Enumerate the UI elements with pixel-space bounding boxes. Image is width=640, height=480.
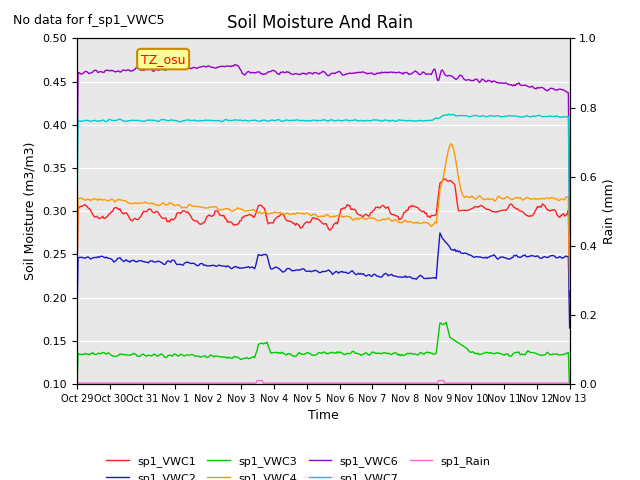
Line: sp1_VWC6: sp1_VWC6 (77, 64, 570, 218)
sp1_VWC7 (429, 117, 436, 123)
sp1_VWC6 (231, 61, 239, 67)
sp1_VWC6 (566, 216, 573, 221)
sp1_VWC2 (234, 265, 241, 271)
sp1_VWC6 (269, 68, 277, 73)
sp1_VWC4 (566, 287, 573, 292)
sp1_VWC1 (383, 205, 390, 211)
sp1_VWC2 (436, 230, 444, 236)
sp1_VWC4 (268, 210, 276, 216)
sp1_VWC2 (73, 326, 81, 332)
sp1_VWC2 (431, 275, 439, 281)
sp1_VWC4 (132, 201, 140, 206)
sp1_VWC6 (384, 69, 392, 75)
Line: sp1_VWC4: sp1_VWC4 (77, 144, 570, 289)
sp1_VWC3 (442, 319, 450, 325)
Line: sp1_Rain: sp1_Rain (77, 381, 570, 383)
sp1_VWC1 (268, 220, 276, 226)
sp1_VWC2 (429, 275, 436, 281)
sp1_VWC4 (429, 222, 436, 228)
X-axis label: Time: Time (308, 409, 339, 422)
Y-axis label: Soil Moisture (m3/m3): Soil Moisture (m3/m3) (24, 142, 36, 280)
sp1_VWC6 (430, 67, 438, 72)
sp1_Rain (73, 380, 81, 386)
sp1_Rain (234, 380, 241, 386)
sp1_VWC1 (234, 221, 241, 227)
sp1_VWC2 (132, 259, 140, 265)
Line: sp1_VWC7: sp1_VWC7 (77, 114, 570, 237)
sp1_VWC4 (447, 141, 455, 146)
sp1_VWC7 (383, 118, 390, 123)
Line: sp1_VWC1: sp1_VWC1 (77, 179, 570, 297)
sp1_VWC3 (234, 354, 241, 360)
sp1_VWC1 (73, 294, 81, 300)
sp1_VWC7 (73, 234, 81, 240)
sp1_VWC1 (431, 212, 439, 218)
sp1_VWC3 (132, 351, 140, 357)
sp1_VWC6 (132, 65, 140, 71)
sp1_Rain (269, 380, 277, 386)
sp1_VWC6 (433, 72, 440, 78)
sp1_VWC6 (73, 202, 81, 208)
sp1_VWC1 (441, 176, 449, 182)
sp1_VWC2 (566, 325, 573, 331)
sp1_VWC4 (431, 219, 439, 225)
sp1_VWC6 (235, 63, 243, 69)
sp1_VWC2 (268, 266, 276, 272)
sp1_VWC4 (383, 216, 390, 222)
Line: sp1_VWC3: sp1_VWC3 (77, 322, 570, 393)
sp1_VWC1 (429, 213, 436, 218)
Text: No data for f_sp1_VWC5: No data for f_sp1_VWC5 (13, 14, 164, 27)
sp1_VWC1 (566, 294, 573, 300)
sp1_VWC4 (234, 205, 241, 211)
sp1_VWC7 (566, 231, 573, 237)
sp1_VWC3 (566, 389, 573, 395)
sp1_VWC1 (132, 216, 140, 222)
sp1_VWC3 (383, 351, 390, 357)
sp1_Rain (253, 378, 261, 384)
sp1_Rain (433, 380, 440, 386)
sp1_Rain (430, 380, 438, 386)
sp1_VWC7 (132, 118, 140, 123)
sp1_VWC7 (234, 117, 241, 123)
sp1_Rain (132, 380, 140, 386)
sp1_Rain (384, 380, 392, 386)
sp1_VWC7 (431, 115, 439, 121)
sp1_VWC3 (268, 350, 276, 356)
sp1_VWC3 (429, 351, 436, 357)
sp1_VWC7 (268, 117, 276, 123)
Text: TZ_osu: TZ_osu (141, 53, 186, 66)
sp1_VWC2 (383, 271, 390, 277)
Legend: sp1_VWC1, sp1_VWC2, sp1_VWC3, sp1_VWC4, sp1_VWC6, sp1_VWC7, sp1_Rain: sp1_VWC1, sp1_VWC2, sp1_VWC3, sp1_VWC4, … (102, 452, 495, 480)
sp1_VWC4 (73, 286, 81, 292)
Line: sp1_VWC2: sp1_VWC2 (77, 233, 570, 329)
sp1_VWC3 (431, 351, 439, 357)
sp1_VWC3 (73, 390, 81, 396)
sp1_VWC7 (445, 111, 452, 117)
Text: Soil Moisture And Rain: Soil Moisture And Rain (227, 14, 413, 33)
sp1_Rain (566, 380, 573, 386)
Y-axis label: Rain (mm): Rain (mm) (603, 179, 616, 244)
